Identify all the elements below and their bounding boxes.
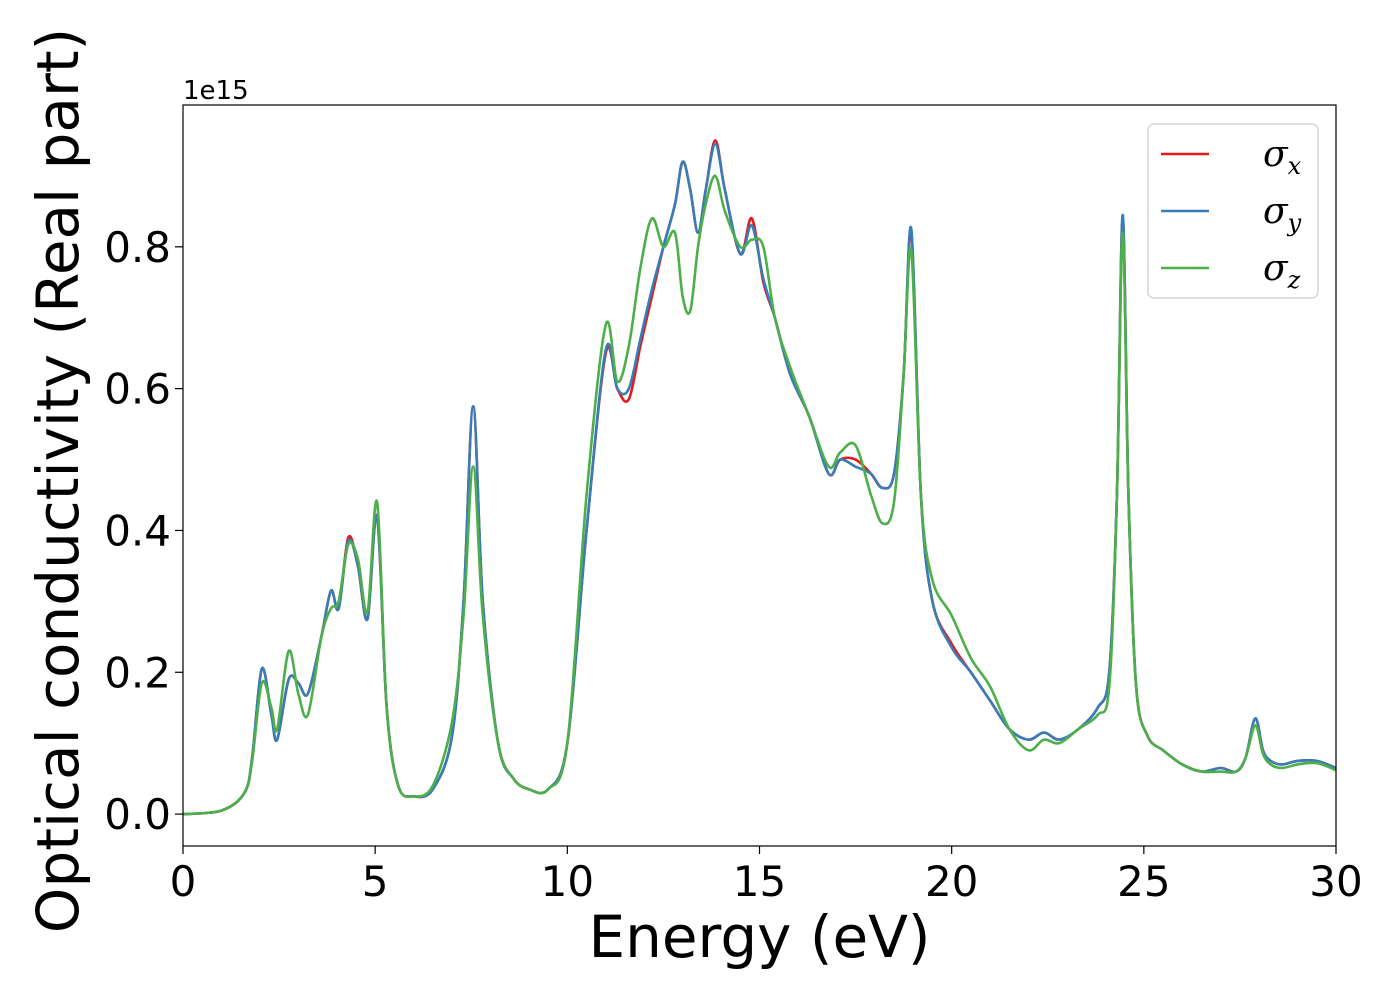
x-tick-label: 25 bbox=[1117, 857, 1170, 906]
y-tick-label: 0.4 bbox=[104, 506, 171, 555]
y-tick-label: 0.6 bbox=[104, 365, 171, 414]
y-axis: 0.0 0.2 0.4 0.6 0.8 bbox=[104, 223, 183, 839]
y-offset-label: 1e15 bbox=[183, 76, 249, 106]
legend-label-x: σx bbox=[1263, 134, 1302, 180]
y-tick-label: 0.0 bbox=[104, 790, 171, 839]
legend: σx σy σz bbox=[1147, 123, 1319, 299]
legend-label-z: σz bbox=[1263, 248, 1301, 294]
legend-box bbox=[1147, 123, 1319, 299]
series-layer bbox=[183, 139, 1336, 816]
series-line-z bbox=[183, 174, 1336, 816]
x-tick-label: 20 bbox=[925, 857, 978, 906]
y-tick-label: 0.2 bbox=[104, 648, 171, 697]
x-tick-label: 15 bbox=[733, 857, 786, 906]
x-tick-label: 10 bbox=[541, 857, 594, 906]
y-tick-label: 0.8 bbox=[104, 223, 171, 272]
x-tick-label: 0 bbox=[170, 857, 197, 906]
legend-label-y: σy bbox=[1263, 191, 1302, 237]
y-axis-label: Optical conductivity (Real part) bbox=[24, 28, 92, 933]
x-axis: 0 5 10 15 20 25 30 bbox=[170, 846, 1363, 906]
x-tick-label: 30 bbox=[1309, 857, 1362, 906]
x-axis-label: Energy (eV) bbox=[588, 903, 930, 971]
x-tick-label: 5 bbox=[362, 857, 389, 906]
